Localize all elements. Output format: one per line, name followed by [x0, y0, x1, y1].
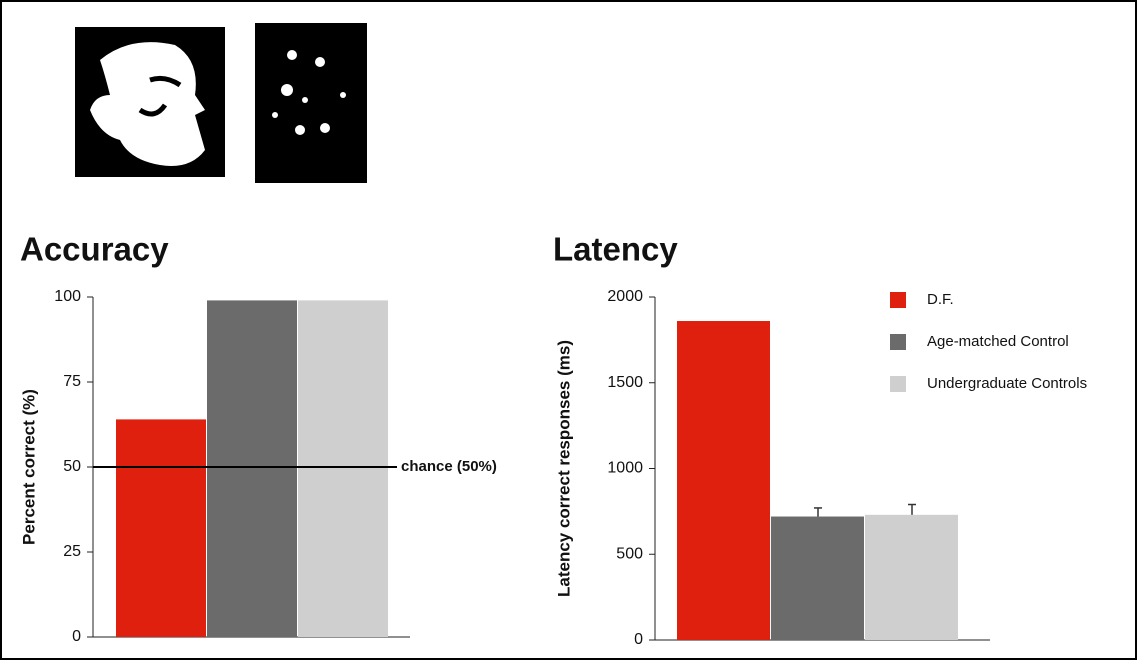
mooney-face-image: [75, 27, 225, 177]
chart-title: Latency: [553, 231, 678, 268]
chart-title: Accuracy: [20, 231, 169, 268]
legend-swatch: [890, 334, 906, 350]
y-tick-label: 25: [63, 543, 81, 560]
bar: [298, 300, 388, 637]
bar: [771, 516, 864, 640]
bar: [865, 514, 958, 640]
y-axis-label: Percent correct (%): [19, 389, 38, 545]
y-tick-label: 0: [634, 631, 643, 648]
y-tick-label: 1500: [607, 374, 643, 391]
mooney-scrambled-image: [255, 23, 367, 183]
legend-label: D.F.: [927, 291, 954, 308]
y-tick-label: 500: [616, 545, 643, 562]
legend-label: Undergraduate Controls: [927, 375, 1087, 392]
y-tick-label: 1000: [607, 460, 643, 477]
legend-label: Age-matched Control: [927, 333, 1069, 350]
y-tick-label: 100: [54, 288, 81, 305]
y-tick-label: 75: [63, 373, 81, 390]
legend-swatch: [890, 292, 906, 308]
error-bar: [908, 503, 916, 515]
bar: [677, 321, 770, 640]
legend-swatch: [890, 376, 906, 392]
error-bar: [814, 507, 822, 517]
y-tick-label: 2000: [607, 288, 643, 305]
bar: [116, 419, 206, 637]
y-axis-label: Latency correct responses (ms): [554, 340, 573, 597]
reference-label: chance (50%): [401, 458, 497, 475]
bar: [207, 300, 297, 637]
y-tick-label: 50: [63, 458, 81, 475]
y-tick-label: 0: [72, 628, 81, 645]
